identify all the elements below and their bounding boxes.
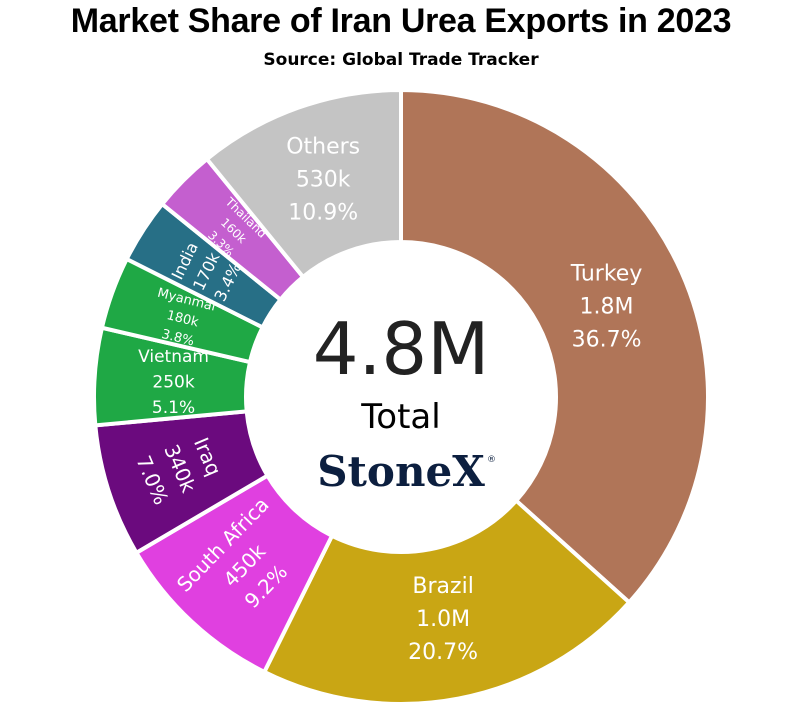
stonex-logo: StoneX ® bbox=[317, 447, 496, 496]
stonex-logo-text: StoneX bbox=[317, 447, 485, 496]
slice-percent-label: 10.9% bbox=[288, 200, 358, 225]
center-total-value: 4.8M bbox=[313, 307, 490, 391]
slice-name-label: Others bbox=[286, 134, 360, 159]
chart-title: Market Share of Iran Urea Exports in 202… bbox=[70, 2, 732, 40]
chart-subtitle: Source: Global Trade Tracker bbox=[263, 50, 539, 70]
slice-label-group: Brazil 1.0M 20.7% bbox=[408, 574, 478, 665]
slice-percent-label: 36.7% bbox=[572, 327, 642, 352]
slice-value-label: 1.8M bbox=[580, 294, 634, 319]
slice-name-label: Brazil bbox=[412, 574, 473, 599]
slice-value-label: 530k bbox=[296, 167, 351, 192]
slice-percent-label: 5.1% bbox=[152, 398, 195, 418]
slice-percent-label: 20.7% bbox=[408, 640, 478, 665]
slice-label-group: Vietnam 250k 5.1% bbox=[138, 347, 209, 418]
slice-name-label: Vietnam bbox=[138, 347, 209, 367]
registered-mark: ® bbox=[487, 455, 496, 465]
slice-label-group: Turkey 1.8M 36.7% bbox=[570, 261, 643, 352]
slice-value-label: 1.0M bbox=[416, 607, 470, 632]
slice-name-label: Turkey bbox=[570, 261, 643, 286]
donut-hole bbox=[246, 242, 556, 552]
slice-value-label: 250k bbox=[152, 373, 194, 393]
center-total-label: Total bbox=[360, 397, 440, 437]
slice-label-group: Others 530k 10.9% bbox=[286, 134, 360, 225]
